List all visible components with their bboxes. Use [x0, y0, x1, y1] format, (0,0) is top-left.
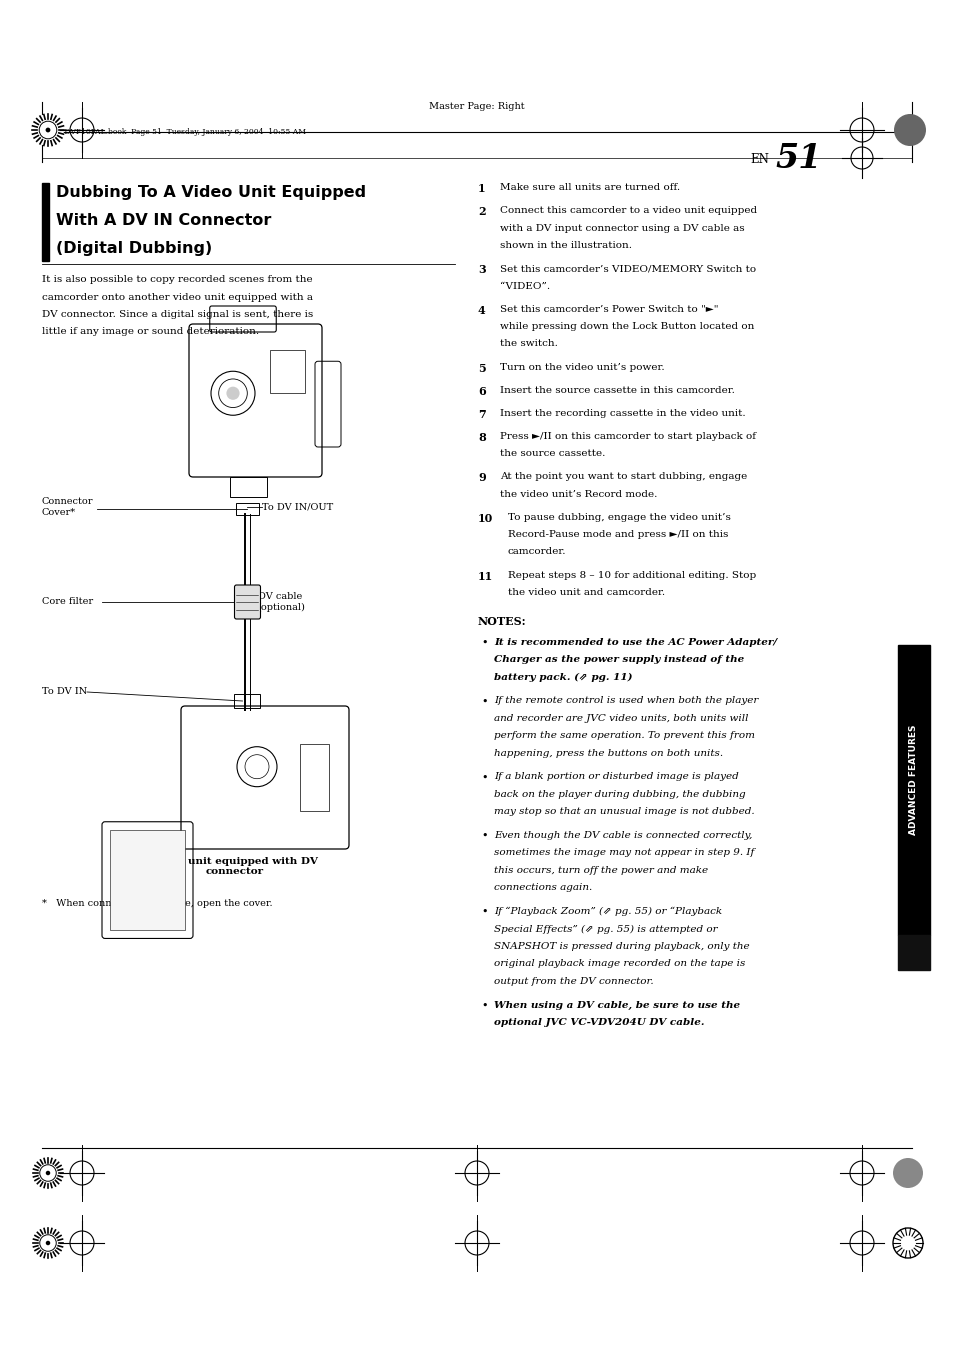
Text: GR-DVP10PAL.book  Page 51  Tuesday, January 6, 2004  10:55 AM: GR-DVP10PAL.book Page 51 Tuesday, Januar…: [50, 128, 306, 136]
Text: happening, press the buttons on both units.: happening, press the buttons on both uni…: [494, 748, 722, 758]
Text: Connect this camcorder to a video unit equipped: Connect this camcorder to a video unit e…: [499, 205, 757, 215]
Bar: [271, 350, 305, 393]
Text: DV connector. Since a digital signal is sent, there is: DV connector. Since a digital signal is …: [42, 309, 313, 319]
Text: To DV IN/OUT: To DV IN/OUT: [261, 503, 333, 512]
Circle shape: [46, 1240, 51, 1246]
Text: To pause dubbing, engage the video unit’s: To pause dubbing, engage the video unit’…: [507, 512, 730, 521]
Text: the source cassette.: the source cassette.: [499, 449, 605, 458]
Text: 10: 10: [477, 512, 493, 523]
Text: Special Effects” (⇗ pg. 55) is attempted or: Special Effects” (⇗ pg. 55) is attempted…: [494, 924, 717, 934]
Text: sometimes the image may not appear in step 9. If: sometimes the image may not appear in st…: [494, 848, 754, 858]
Text: camcorder onto another video unit equipped with a: camcorder onto another video unit equipp…: [42, 293, 313, 301]
Circle shape: [46, 127, 51, 132]
Text: •: •: [480, 638, 487, 648]
Text: 5: 5: [477, 362, 485, 373]
FancyBboxPatch shape: [234, 585, 260, 619]
Text: If the remote control is used when both the player: If the remote control is used when both …: [494, 697, 758, 705]
Text: 3: 3: [477, 263, 485, 276]
Text: (Digital Dubbing): (Digital Dubbing): [56, 240, 212, 255]
Text: •: •: [480, 907, 487, 917]
Text: little if any image or sound deterioration.: little if any image or sound deteriorati…: [42, 327, 259, 336]
Text: 9: 9: [477, 471, 485, 484]
Text: this occurs, turn off the power and make: this occurs, turn off the power and make: [494, 866, 707, 875]
Text: connections again.: connections again.: [494, 884, 592, 893]
Text: 2: 2: [477, 205, 485, 218]
Text: Set this camcorder’s VIDEO/MEMORY Switch to: Set this camcorder’s VIDEO/MEMORY Switch…: [499, 263, 756, 273]
Text: When using a DV cable, be sure to use the: When using a DV cable, be sure to use th…: [494, 1001, 740, 1009]
Text: Record-Pause mode and press ►/II on this: Record-Pause mode and press ►/II on this: [507, 530, 727, 539]
Text: Turn on the video unit’s power.: Turn on the video unit’s power.: [499, 362, 664, 372]
Circle shape: [33, 1228, 63, 1258]
Text: Insert the recording cassette in the video unit.: Insert the recording cassette in the vid…: [499, 408, 745, 417]
Bar: [300, 744, 329, 811]
Text: Master Page: Right: Master Page: Right: [429, 101, 524, 111]
Text: Even though the DV cable is connected correctly,: Even though the DV cable is connected co…: [494, 831, 752, 840]
Text: the switch.: the switch.: [499, 339, 558, 349]
Circle shape: [226, 386, 239, 400]
Circle shape: [32, 113, 64, 146]
Text: the video unit and camcorder.: the video unit and camcorder.: [507, 588, 664, 597]
Text: Make sure all units are turned off.: Make sure all units are turned off.: [499, 182, 679, 192]
Text: 51: 51: [774, 142, 821, 176]
Text: NOTES:: NOTES:: [477, 616, 526, 627]
Circle shape: [33, 1158, 63, 1188]
Text: *   When connecting the cable, open the cover.: * When connecting the cable, open the co…: [42, 898, 273, 908]
Text: with a DV input connector using a DV cable as: with a DV input connector using a DV cab…: [499, 223, 744, 232]
Text: Set this camcorder’s Power Switch to "►": Set this camcorder’s Power Switch to "►": [499, 304, 718, 313]
Bar: [897, 644, 929, 935]
Text: It is recommended to use the AC Power Adapter/: It is recommended to use the AC Power Ad…: [494, 638, 777, 647]
Text: Connector
Cover*: Connector Cover*: [42, 497, 93, 516]
Text: EN: EN: [749, 153, 768, 166]
Text: Charger as the power supply instead of the: Charger as the power supply instead of t…: [494, 655, 743, 665]
Text: may stop so that an unusual image is not dubbed.: may stop so that an unusual image is not…: [494, 808, 754, 816]
Text: •: •: [480, 697, 487, 707]
Text: ADVANCED FEATURES: ADVANCED FEATURES: [908, 724, 918, 835]
Text: It is also possible to copy recorded scenes from the: It is also possible to copy recorded sce…: [42, 276, 313, 284]
Circle shape: [46, 1171, 51, 1175]
Text: If “Playback Zoom” (⇗ pg. 55) or “Playback: If “Playback Zoom” (⇗ pg. 55) or “Playba…: [494, 907, 721, 916]
Text: At the point you want to start dubbing, engage: At the point you want to start dubbing, …: [499, 471, 746, 481]
Text: 7: 7: [477, 408, 485, 420]
Text: Repeat steps 8 – 10 for additional editing. Stop: Repeat steps 8 – 10 for additional editi…: [507, 570, 756, 580]
Text: Dubbing To A Video Unit Equipped: Dubbing To A Video Unit Equipped: [56, 185, 366, 200]
Text: 1: 1: [477, 182, 485, 195]
Text: while pressing down the Lock Button located on: while pressing down the Lock Button loca…: [499, 322, 754, 331]
Text: •: •: [480, 1001, 487, 1011]
Text: With A DV IN Connector: With A DV IN Connector: [56, 213, 271, 228]
Text: 6: 6: [477, 385, 485, 396]
Text: original playback image recorded on the tape is: original playback image recorded on the …: [494, 959, 744, 969]
Circle shape: [892, 1158, 923, 1188]
Text: Insert the source cassette in this camcorder.: Insert the source cassette in this camco…: [499, 385, 734, 394]
Text: “VIDEO”.: “VIDEO”.: [499, 281, 550, 290]
Text: the video unit’s Record mode.: the video unit’s Record mode.: [499, 489, 657, 499]
Text: back on the player during dubbing, the dubbing: back on the player during dubbing, the d…: [494, 790, 745, 798]
Text: To DV IN: To DV IN: [42, 688, 87, 697]
Text: DV cable
(optional): DV cable (optional): [257, 592, 305, 612]
Text: •: •: [480, 831, 487, 842]
Text: perform the same operation. To prevent this from: perform the same operation. To prevent t…: [494, 731, 754, 740]
Text: 4: 4: [477, 304, 485, 316]
Text: optional JVC VC-VDV204U DV cable.: optional JVC VC-VDV204U DV cable.: [494, 1019, 703, 1027]
Bar: [42, 182, 49, 261]
Text: 8: 8: [477, 431, 485, 443]
Text: Core filter: Core filter: [42, 597, 93, 607]
Text: and recorder are JVC video units, both units will: and recorder are JVC video units, both u…: [494, 713, 748, 723]
Text: shown in the illustration.: shown in the illustration.: [499, 240, 631, 250]
Text: SNAPSHOT is pressed during playback, only the: SNAPSHOT is pressed during playback, onl…: [494, 942, 749, 951]
Bar: [110, 830, 185, 931]
Text: battery pack. (⇗ pg. 11): battery pack. (⇗ pg. 11): [494, 673, 632, 682]
Text: •: •: [480, 773, 487, 782]
Text: 11: 11: [477, 570, 493, 581]
Text: Press ►/II on this camcorder to start playback of: Press ►/II on this camcorder to start pl…: [499, 431, 755, 440]
Circle shape: [893, 113, 925, 146]
Text: If a blank portion or disturbed image is played: If a blank portion or disturbed image is…: [494, 773, 738, 781]
Bar: [897, 935, 929, 970]
Text: camcorder.: camcorder.: [507, 547, 566, 557]
Text: Video unit equipped with DV
connector: Video unit equipped with DV connector: [152, 857, 317, 877]
Text: output from the DV connector.: output from the DV connector.: [494, 977, 653, 986]
